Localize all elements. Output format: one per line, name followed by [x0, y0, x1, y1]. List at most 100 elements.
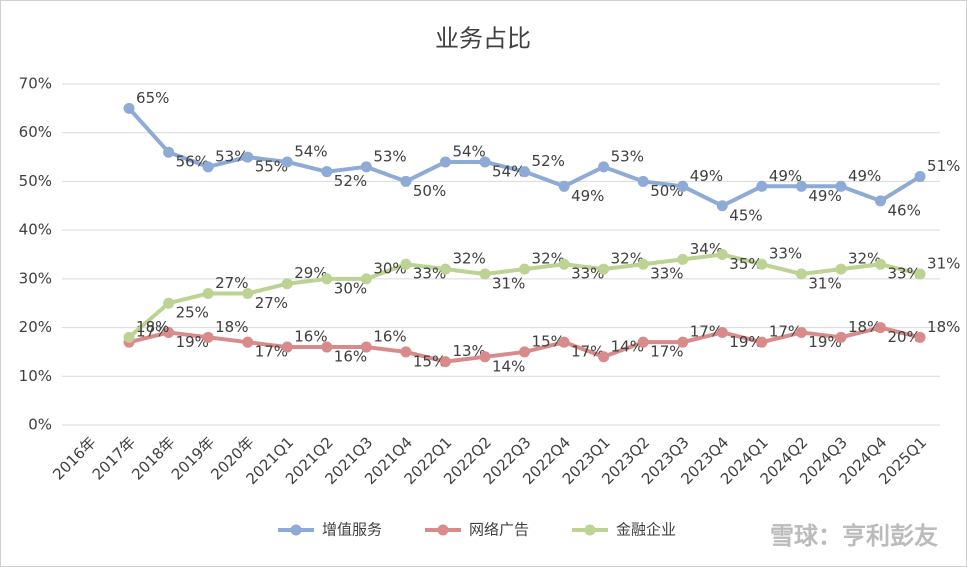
series-marker	[795, 180, 807, 192]
series-marker	[558, 258, 570, 270]
series-marker	[439, 156, 451, 168]
series-marker	[835, 180, 847, 192]
data-label: 16%	[334, 348, 367, 366]
series-marker	[360, 161, 372, 173]
series-marker	[716, 249, 728, 260]
y-tick-label: 0%	[28, 416, 52, 434]
series-marker	[202, 161, 214, 173]
data-label: 18%	[848, 318, 881, 336]
data-label: 18%	[136, 318, 169, 336]
data-label: 30%	[334, 279, 367, 297]
data-label: 35%	[729, 255, 762, 273]
series-marker	[637, 175, 649, 187]
data-label: 14%	[611, 337, 644, 355]
data-label: 45%	[729, 206, 762, 224]
data-label: 16%	[373, 328, 406, 346]
series-marker	[756, 336, 768, 348]
series-marker	[637, 336, 649, 348]
data-label: 56%	[176, 153, 209, 171]
data-label: 31%	[927, 254, 960, 272]
series-marker	[914, 268, 926, 280]
data-label: 17%	[769, 323, 802, 341]
series-marker	[677, 253, 689, 265]
data-label: 17%	[571, 343, 604, 361]
data-label: 18%	[927, 318, 960, 336]
data-label: 54%	[492, 162, 525, 180]
y-tick-label: 50%	[19, 172, 52, 190]
data-label: 17%	[650, 343, 683, 361]
data-label: 20%	[888, 328, 921, 346]
data-label: 29%	[294, 264, 327, 282]
series-marker	[281, 156, 293, 168]
series-marker	[123, 331, 135, 343]
data-label: 34%	[690, 240, 723, 258]
y-tick-label: 20%	[19, 318, 52, 336]
data-label: 17%	[255, 343, 288, 361]
series-marker	[519, 166, 531, 178]
data-label: 13%	[452, 342, 485, 360]
data-label: 32%	[452, 250, 485, 268]
legend-marker	[584, 524, 596, 536]
y-tick-label: 70%	[19, 75, 52, 93]
series-marker	[835, 331, 847, 343]
series-marker	[914, 171, 926, 183]
series-marker	[598, 263, 610, 275]
data-label: 49%	[690, 167, 723, 185]
series-marker	[835, 263, 847, 275]
data-label: 18%	[215, 318, 248, 336]
data-label: 31%	[492, 274, 525, 292]
data-label: 15%	[532, 332, 565, 350]
series-marker	[519, 346, 531, 358]
series-marker	[242, 336, 254, 348]
series-marker	[360, 273, 372, 285]
data-label: 19%	[729, 333, 762, 351]
series-marker	[479, 156, 491, 168]
series-marker	[242, 287, 254, 299]
data-label: 51%	[927, 157, 960, 175]
series-marker	[202, 331, 214, 343]
series-marker	[875, 258, 886, 270]
data-label: 33%	[888, 265, 921, 283]
data-label: 27%	[215, 274, 248, 292]
series-marker	[163, 146, 175, 158]
y-tick-label: 10%	[19, 367, 52, 385]
series-marker	[163, 297, 175, 309]
data-label: 19%	[176, 333, 209, 351]
data-label: 53%	[215, 147, 248, 165]
series-marker	[677, 336, 689, 348]
watermark: 雪球：亨利彭友	[770, 522, 938, 550]
data-label: 49%	[769, 167, 802, 185]
series-marker	[242, 151, 254, 163]
data-label: 33%	[413, 265, 446, 283]
series-marker	[756, 180, 768, 192]
series-marker	[479, 268, 491, 280]
series-marker	[202, 287, 214, 299]
series-marker	[716, 326, 728, 338]
data-label: 32%	[611, 250, 644, 268]
series-marker	[123, 102, 135, 114]
series-marker	[400, 258, 412, 270]
data-label: 33%	[769, 245, 802, 263]
data-label: 53%	[611, 147, 644, 165]
series-marker	[875, 322, 886, 334]
data-label: 49%	[571, 187, 604, 205]
series-marker	[400, 175, 412, 187]
legend-label: 金融企业	[616, 521, 676, 539]
series-marker	[439, 263, 451, 275]
series-marker	[321, 273, 333, 285]
legend-label: 增值服务	[322, 521, 382, 539]
data-label: 17%	[690, 323, 723, 341]
legend-marker	[437, 524, 449, 536]
series-marker	[795, 326, 807, 338]
series-marker	[795, 268, 807, 280]
legend-marker	[290, 524, 302, 536]
data-label: 19%	[808, 333, 841, 351]
data-label: 50%	[650, 182, 683, 200]
series-marker	[281, 341, 293, 353]
data-label: 30%	[373, 259, 406, 277]
data-label: 25%	[176, 304, 209, 322]
series-marker	[360, 341, 372, 353]
series-marker	[677, 180, 689, 192]
